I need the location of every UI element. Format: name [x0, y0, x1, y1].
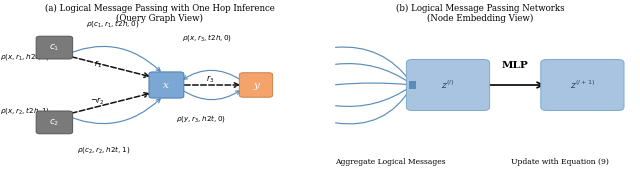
- Text: $\rho(x, r_3, t2h, 0)$: $\rho(x, r_3, t2h, 0)$: [182, 32, 232, 43]
- FancyBboxPatch shape: [406, 59, 490, 110]
- FancyBboxPatch shape: [541, 59, 624, 110]
- Text: $\rho(c_2, r_2, h2t, 1)$: $\rho(c_2, r_2, h2t, 1)$: [77, 144, 130, 155]
- Text: $r_3$: $r_3$: [205, 73, 214, 85]
- Text: $c_2$: $c_2$: [49, 117, 60, 128]
- Text: Update with Equation (9): Update with Equation (9): [511, 157, 609, 166]
- Text: (b) Logical Message Passing Networks
(Node Embedding View): (b) Logical Message Passing Networks (No…: [396, 3, 564, 23]
- FancyBboxPatch shape: [149, 72, 184, 98]
- FancyBboxPatch shape: [36, 36, 72, 59]
- Text: $\neg r_2$: $\neg r_2$: [90, 95, 105, 107]
- Text: $\rho(x, r_1, h2t, 0)$: $\rho(x, r_1, h2t, 0)$: [0, 51, 50, 62]
- Text: $\rho(y, r_3, h2t, 0)$: $\rho(y, r_3, h2t, 0)$: [176, 114, 226, 124]
- Text: Aggregate Logical Messages: Aggregate Logical Messages: [335, 157, 445, 166]
- FancyBboxPatch shape: [36, 111, 72, 134]
- Text: x: x: [163, 81, 170, 89]
- FancyBboxPatch shape: [409, 81, 416, 89]
- Text: $\rho(c_1, r_1, t2h, 0)$: $\rho(c_1, r_1, t2h, 0)$: [86, 18, 140, 29]
- Text: $z^{(l)}$: $z^{(l)}$: [442, 79, 454, 91]
- Text: (a) Logical Message Passing with One Hop Inference
(Query Graph View): (a) Logical Message Passing with One Hop…: [45, 3, 275, 23]
- Text: y: y: [253, 81, 259, 89]
- Text: $\rho(x, r_2, t2h, 1)$: $\rho(x, r_2, t2h, 1)$: [0, 105, 50, 116]
- Text: MLP: MLP: [502, 61, 529, 70]
- Text: $c_1$: $c_1$: [49, 42, 60, 53]
- Text: $r_1$: $r_1$: [93, 58, 102, 70]
- FancyBboxPatch shape: [239, 73, 273, 97]
- Text: $z^{(l+1)}$: $z^{(l+1)}$: [570, 79, 595, 91]
